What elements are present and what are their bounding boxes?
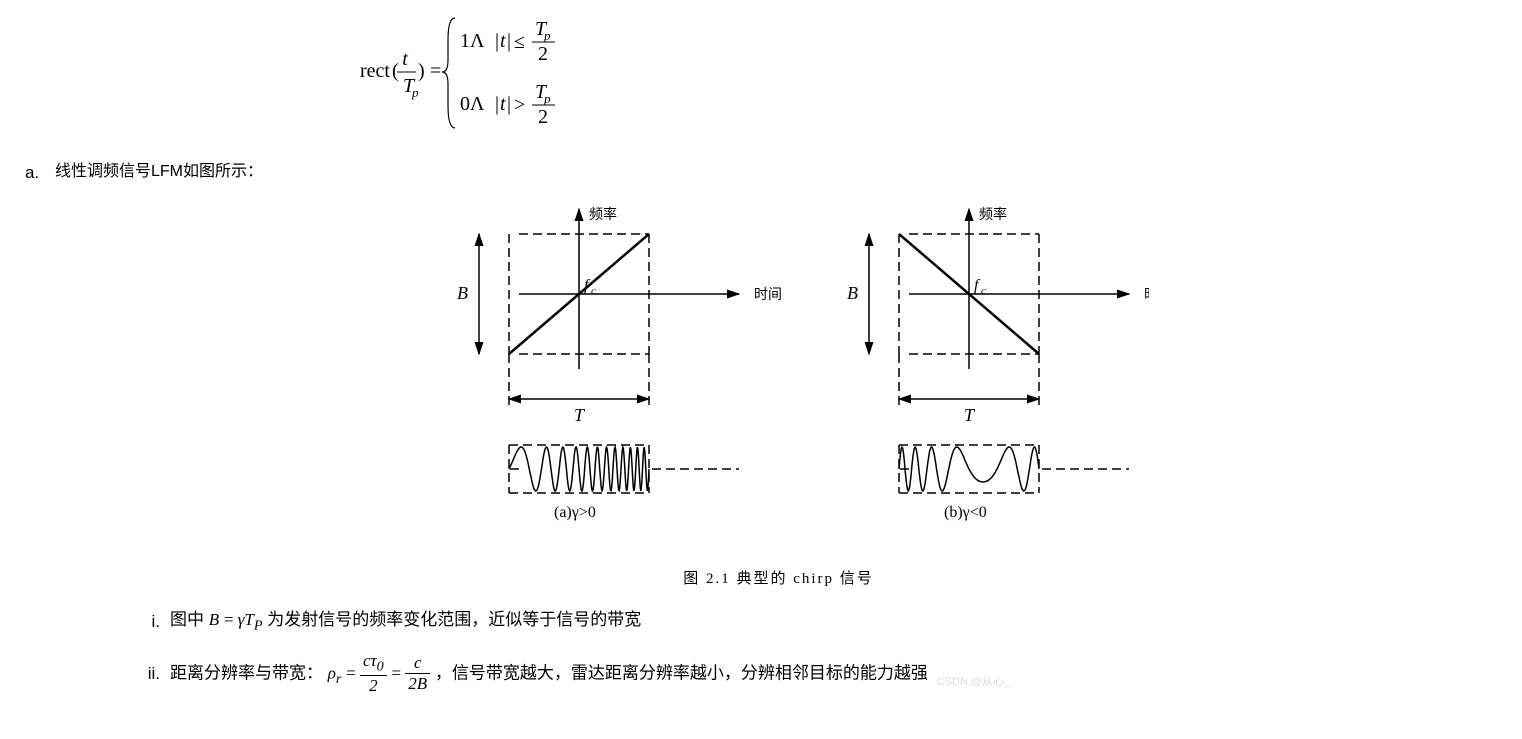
sub-i-P: P (254, 617, 263, 633)
eq-c2-num-sub: p (543, 91, 551, 106)
subitem-i-body: 图中 B = γTP 为发射信号的频率变化范围，近似等于信号的带宽 (170, 606, 641, 637)
eq-lhs-num: t (402, 48, 408, 70)
rect-equation: rect ( t T p ) = 1Λ | t | ≤ T p 2 0Λ | t… (20, 10, 1502, 144)
marker-i: i. (125, 608, 170, 635)
svg-text:(: ( (392, 60, 399, 82)
sub-ii-frac1: cτ0 2 (360, 652, 387, 696)
sub-i-gammaT: γT (238, 610, 254, 629)
svg-text:B: B (457, 283, 468, 303)
marker-a: a. (20, 159, 55, 186)
svg-text:(a)γ>0: (a)γ>0 (554, 504, 596, 521)
eq-c2-op: > (514, 94, 525, 116)
svg-text:频率: 频率 (979, 206, 1007, 223)
eq-c1-var: t (500, 30, 506, 52)
svg-text:c: c (981, 285, 986, 297)
sub-i-pre: 图中 (170, 610, 209, 629)
sub-ii-rho: ρ (328, 664, 336, 683)
svg-text:): ) (418, 60, 425, 82)
sublist: i. 图中 B = γTP 为发射信号的频率变化范围，近似等于信号的带宽 ii.… (55, 606, 1502, 696)
svg-text:=: = (430, 60, 441, 82)
svg-text:B: B (847, 283, 858, 303)
eq-lhs-func: rect (360, 60, 390, 82)
svg-text:时间: 时间 (754, 287, 782, 303)
eq-c1-den: 2 (538, 43, 548, 65)
sub-ii-f2n: c (405, 654, 430, 674)
sub-ii-f1ns: 0 (377, 658, 384, 674)
sub-ii-frac2: c 2B (405, 654, 430, 694)
eq-c2-den: 2 (538, 106, 548, 128)
svg-text:时间: 时间 (1144, 287, 1149, 303)
svg-text:T: T (964, 405, 976, 425)
svg-text:c: c (591, 285, 596, 297)
sub-ii-pre: 距离分辨率与带宽： (170, 664, 328, 683)
svg-text:|: | (495, 30, 499, 52)
sub-ii-eq2: = (391, 664, 405, 683)
eq-c1-op: ≤ (514, 31, 525, 53)
svg-text:f: f (974, 277, 981, 294)
svg-text:频率: 频率 (589, 206, 617, 223)
figure-caption: 图 2.1 典型的 chirp 信号 (55, 567, 1502, 591)
sub-ii-f1d: 2 (360, 676, 387, 696)
svg-text:|: | (507, 30, 511, 52)
sub-i-B: B (209, 610, 219, 629)
eq-c1-num-sub: p (543, 28, 551, 43)
svg-text:|: | (507, 93, 511, 115)
sub-i-post: 为发射信号的频率变化范围，近似等于信号的带宽 (267, 610, 641, 629)
eq-lhs-den-sub: p (411, 85, 419, 100)
sub-ii-rhosub: r (336, 671, 342, 687)
figure-2-1: 频率时间BfcT(a)γ>0频率时间BfcT(b)γ<0 图 2.1 典型的 c… (55, 194, 1502, 591)
list-item-a: a. 线性调频信号LFM如图所示： 频率时间BfcT(a)γ>0频率时间BfcT… (20, 159, 1502, 712)
subitem-ii: ii. 距离分辨率与带宽： ρr = cτ0 2 = c 2B ，信号带宽越大，… (125, 652, 1502, 696)
eq-c1-val: 1Λ (460, 30, 485, 52)
sub-i-eq: = (224, 610, 238, 629)
item-a-text: 线性调频信号LFM如图所示： (55, 159, 1502, 185)
marker-ii: ii. (125, 660, 170, 687)
svg-text:(b)γ<0: (b)γ<0 (944, 504, 987, 521)
sub-ii-post: ，信号带宽越大，雷达距离分辨率越小，分辨相邻目标的能力越强 (435, 664, 928, 683)
subitem-i: i. 图中 B = γTP 为发射信号的频率变化范围，近似等于信号的带宽 (125, 606, 1502, 637)
sub-ii-eq1: = (346, 664, 360, 683)
figure-svg: 频率时间BfcT(a)γ>0频率时间BfcT(b)γ<0 (409, 194, 1149, 554)
equation-svg: rect ( t T p ) = 1Λ | t | ≤ T p 2 0Λ | t… (360, 10, 620, 135)
eq-c2-var: t (500, 93, 506, 115)
svg-text:T: T (574, 405, 586, 425)
watermark: CSDN @从心_ (937, 676, 1011, 688)
svg-text:|: | (495, 93, 499, 115)
sub-ii-f1n: cτ (363, 651, 377, 670)
subitem-ii-body: 距离分辨率与带宽： ρr = cτ0 2 = c 2B ，信号带宽越大，雷达距离… (170, 652, 1010, 696)
eq-c2-val: 0Λ (460, 93, 485, 115)
sub-ii-f2d: 2B (405, 674, 430, 694)
